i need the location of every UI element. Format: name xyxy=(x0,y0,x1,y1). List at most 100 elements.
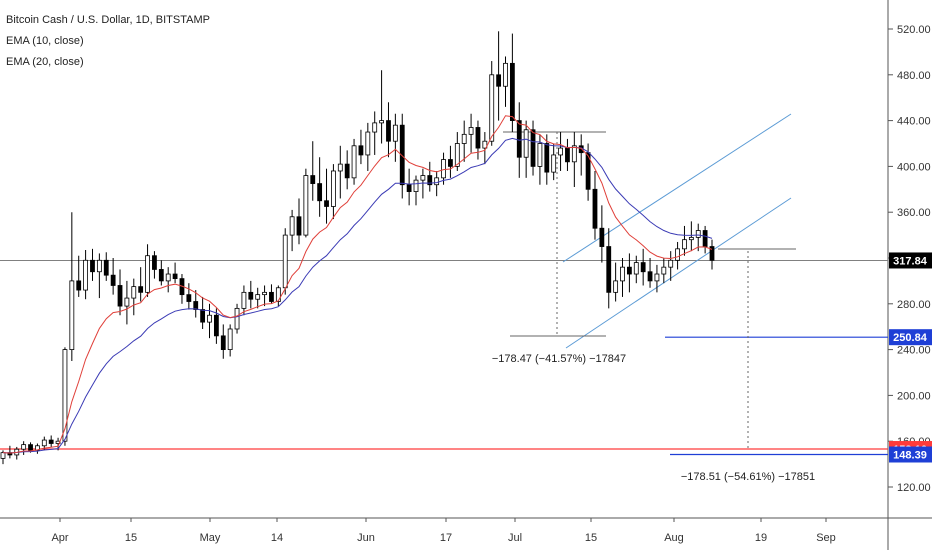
candle-body xyxy=(441,159,446,179)
candle-body xyxy=(324,200,329,207)
candle-body xyxy=(413,179,419,192)
candle-body xyxy=(262,291,267,296)
candle-body xyxy=(386,120,391,142)
price-tick-label: 240.00 xyxy=(897,345,931,357)
candle-body xyxy=(709,246,715,261)
candle-body xyxy=(682,239,687,250)
price-tick-label: 120.00 xyxy=(897,482,931,494)
price-label-text: 250.84 xyxy=(893,332,928,344)
candle-body xyxy=(110,274,116,286)
candle-body xyxy=(585,152,591,190)
candle-body xyxy=(62,349,68,442)
candle-body xyxy=(241,291,247,309)
candle-body xyxy=(544,143,550,173)
time-tick-label: 15 xyxy=(585,532,597,544)
chart-legend: Bitcoin Cash / U.S. Dollar, 1D, BITSTAMP… xyxy=(6,10,210,73)
candle-body xyxy=(606,246,612,293)
candle-body xyxy=(165,273,171,282)
time-tick-label: Aug xyxy=(664,532,684,544)
candle-body xyxy=(468,127,474,135)
candle-body xyxy=(537,143,543,167)
candle-body xyxy=(551,154,557,173)
candle-body xyxy=(207,314,212,323)
price-tick-label: 200.00 xyxy=(897,390,931,402)
candle-body xyxy=(172,273,178,280)
candle-body xyxy=(220,335,226,350)
candle-body xyxy=(289,216,295,236)
candle-body xyxy=(565,147,570,163)
candle-body xyxy=(158,269,164,282)
candle-body xyxy=(193,301,199,310)
candle-body xyxy=(475,127,481,149)
candle-body xyxy=(365,131,371,156)
candle-body xyxy=(234,307,240,330)
candle-body xyxy=(434,177,440,186)
price-tick-label: 520.00 xyxy=(897,24,931,36)
candle-body xyxy=(454,143,460,167)
candle-body xyxy=(69,280,75,350)
candle-body xyxy=(640,262,646,273)
measurement-label-2: −178.51 (−54.61%) −17851 xyxy=(681,471,815,483)
candle-body xyxy=(482,140,488,149)
candle-body xyxy=(200,309,206,323)
time-tick-label: 15 xyxy=(125,532,137,544)
time-tick-label: 17 xyxy=(440,532,452,544)
price-label-box xyxy=(889,252,932,269)
candle-body xyxy=(48,439,54,444)
candle-body xyxy=(83,259,89,291)
price-tick-label: 360.00 xyxy=(897,207,931,219)
ema20-legend: EMA (20, close) xyxy=(6,56,84,68)
candle-body xyxy=(530,129,536,167)
candle-body xyxy=(399,124,405,186)
price-label-box xyxy=(889,446,932,463)
candle-body xyxy=(0,452,6,459)
measurement-label-1: −178.47 (−41.57%) −17847 xyxy=(492,353,626,365)
price-label-text: 317.84 xyxy=(893,255,928,267)
candle-body xyxy=(654,273,660,282)
time-tick-label: 19 xyxy=(755,532,767,544)
price-tick-label: 400.00 xyxy=(897,161,931,173)
time-tick-label: May xyxy=(200,532,221,544)
candle-body xyxy=(523,129,529,158)
channel-upper-line xyxy=(562,113,792,263)
candle-body xyxy=(124,297,130,307)
candle-body xyxy=(489,74,495,142)
price-label-box xyxy=(889,329,932,346)
candle-body xyxy=(213,314,219,337)
ema10-line xyxy=(2,115,713,454)
candle-body xyxy=(461,133,467,144)
time-tick-label: Apr xyxy=(51,532,68,544)
candle-body xyxy=(392,124,398,142)
candle-body xyxy=(633,262,639,275)
candle-body xyxy=(28,444,33,451)
candle-body xyxy=(310,175,316,184)
candle-body xyxy=(571,145,577,163)
price-tick-label: 480.00 xyxy=(897,70,931,82)
candle-body xyxy=(255,294,261,300)
candle-body xyxy=(303,175,309,236)
candle-body xyxy=(420,175,426,181)
channel-lower-line xyxy=(565,197,792,349)
candle-body xyxy=(96,259,102,273)
candle-body xyxy=(103,259,109,276)
time-tick-label: Jul xyxy=(508,532,522,544)
candle-body xyxy=(138,286,144,293)
candle-body xyxy=(145,255,150,293)
candle-body xyxy=(675,248,680,261)
candle-body xyxy=(248,291,254,300)
candle-body xyxy=(117,285,123,307)
candle-body xyxy=(688,236,694,241)
candle-body xyxy=(275,287,281,302)
candle-body xyxy=(372,122,378,133)
candle-body xyxy=(331,170,336,207)
candle-body xyxy=(661,266,667,275)
candle-body xyxy=(516,120,522,158)
candle-body xyxy=(695,230,701,238)
candle-body xyxy=(131,286,137,299)
candle-body xyxy=(21,444,27,450)
time-tick-label: Jun xyxy=(357,532,375,544)
candle-body xyxy=(344,163,350,179)
time-tick-label: Sep xyxy=(816,532,836,544)
time-tick-label: 14 xyxy=(271,532,283,544)
